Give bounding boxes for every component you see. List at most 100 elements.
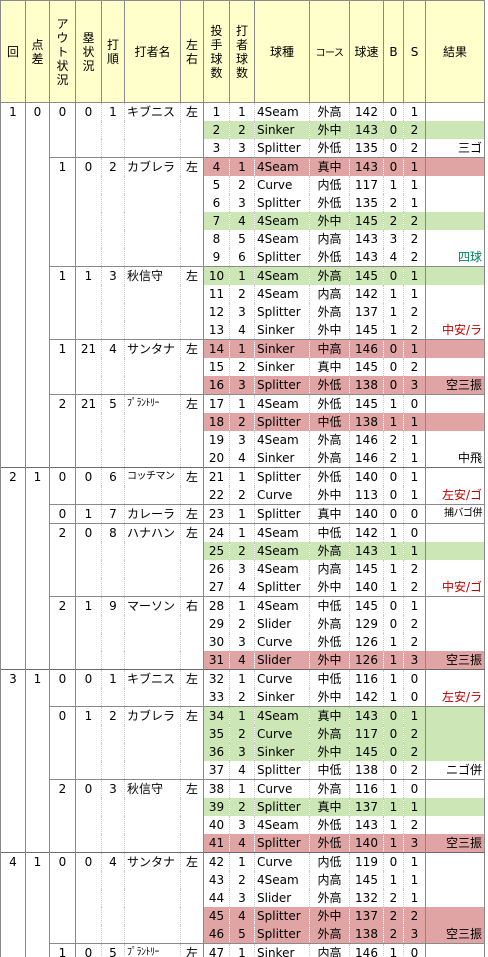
cell-batter-pitch-count: 3 bbox=[229, 194, 255, 212]
cell-runners bbox=[75, 212, 102, 230]
cell-pitch-count: 35 bbox=[203, 725, 230, 743]
cell-pitch-count: 4 bbox=[203, 157, 230, 176]
cell-outs bbox=[49, 651, 76, 670]
cell-runners: 0 bbox=[75, 523, 102, 542]
cell-batter-pitch-count: 1 bbox=[229, 852, 255, 871]
cell-pitch-count: 2 bbox=[203, 121, 230, 139]
cell-result bbox=[425, 431, 485, 449]
cell-balls: 1 bbox=[383, 394, 404, 413]
cell-batter-pitch-count: 4 bbox=[229, 578, 255, 597]
cell-score-diff bbox=[25, 706, 50, 725]
cell-balls: 0 bbox=[383, 725, 404, 743]
cell-result: ニゴ併 bbox=[425, 761, 485, 780]
header-score-diff: 点差 bbox=[25, 0, 50, 103]
cell-course: 外高 bbox=[309, 266, 350, 285]
cell-pitch-type: Splitter bbox=[254, 834, 310, 853]
cell-strikes: 0 bbox=[403, 688, 426, 707]
cell-strikes: 0 bbox=[403, 943, 426, 957]
cell-strikes: 0 bbox=[403, 669, 426, 688]
cell-balls: 0 bbox=[383, 102, 404, 121]
cell-result: 三ゴ bbox=[425, 139, 485, 158]
table-row: 15 2 Sinker 真中 145 0 2 bbox=[0, 358, 485, 376]
cell-strikes: 1 bbox=[403, 852, 426, 871]
cell-batter bbox=[124, 486, 181, 505]
cell-course: 外中 bbox=[309, 651, 350, 670]
cell-inning bbox=[0, 303, 26, 321]
cell-course: 外高 bbox=[309, 303, 350, 321]
cell-inning bbox=[0, 394, 26, 413]
cell-bats bbox=[180, 925, 204, 944]
cell-course: 外低 bbox=[309, 194, 350, 212]
table-row: 3 3 Splitter 外低 135 0 2 三ゴ bbox=[0, 139, 485, 158]
cell-result bbox=[425, 743, 485, 761]
cell-runners bbox=[75, 248, 102, 267]
cell-balls: 2 bbox=[383, 889, 404, 907]
cell-batter-pitch-count: 3 bbox=[229, 743, 255, 761]
cell-balls: 1 bbox=[383, 779, 404, 798]
cell-course: 外中 bbox=[309, 486, 350, 505]
cell-course: 外低 bbox=[309, 467, 350, 486]
cell-pitch-type: Splitter bbox=[254, 194, 310, 212]
cell-pitch-type: Curve bbox=[254, 779, 310, 798]
cell-batter bbox=[124, 248, 181, 267]
cell-outs: 1 bbox=[49, 943, 76, 957]
cell-pitch-type: 4Seam bbox=[254, 102, 310, 121]
cell-balls: 0 bbox=[383, 266, 404, 285]
cell-inning bbox=[0, 578, 26, 597]
cell-batter bbox=[124, 816, 181, 834]
cell-balls: 2 bbox=[383, 194, 404, 212]
cell-batter bbox=[124, 449, 181, 468]
cell-batter bbox=[124, 651, 181, 670]
table-row: 2 1 9 マーソン右 28 1 4Seam 中低 145 0 1 bbox=[0, 596, 485, 615]
cell-runners bbox=[75, 230, 102, 248]
table-row: 30 3 Curve 外低 126 1 2 bbox=[0, 633, 485, 651]
cell-result bbox=[425, 102, 485, 121]
cell-batter bbox=[124, 725, 181, 743]
cell-inning bbox=[0, 449, 26, 468]
cell-score-diff bbox=[25, 871, 50, 889]
cell-batter bbox=[124, 542, 181, 560]
cell-course: 外低 bbox=[309, 248, 350, 267]
cell-batter-pitch-count: 2 bbox=[229, 413, 255, 431]
cell-pitch-type: Curve bbox=[254, 176, 310, 194]
table-row: 1 1 3 秋信守左 10 1 4Seam 外高 145 0 1 bbox=[0, 266, 485, 285]
table-row: 2 0 3 秋信守左 38 1 Curve 外高 116 1 0 bbox=[0, 779, 485, 798]
cell-inning bbox=[0, 779, 26, 798]
table-row: 41 4 Splitter 外低 140 1 3 空三振 bbox=[0, 834, 485, 853]
cell-score-diff: 0 bbox=[25, 102, 50, 121]
cell-outs: 2 bbox=[49, 779, 76, 798]
cell-batter-pitch-count: 4 bbox=[229, 761, 255, 780]
cell-order bbox=[101, 230, 125, 248]
cell-strikes: 3 bbox=[403, 376, 426, 395]
cell-pitch-count: 9 bbox=[203, 248, 230, 267]
cell-batter-pitch-count: 3 bbox=[229, 139, 255, 158]
cell-strikes: 2 bbox=[403, 578, 426, 597]
cell-pitch-count: 45 bbox=[203, 907, 230, 925]
cell-inning bbox=[0, 688, 26, 707]
cell-pitch-count: 44 bbox=[203, 889, 230, 907]
cell-batter-pitch-count: 4 bbox=[229, 834, 255, 853]
cell-balls: 2 bbox=[383, 907, 404, 925]
cell-inning bbox=[0, 596, 26, 615]
cell-score-diff bbox=[25, 798, 50, 816]
cell-batter bbox=[124, 413, 181, 431]
cell-result bbox=[425, 943, 485, 957]
cell-pitch-count: 8 bbox=[203, 230, 230, 248]
cell-batter-pitch-count: 3 bbox=[229, 303, 255, 321]
cell-batter bbox=[124, 761, 181, 780]
cell-order bbox=[101, 194, 125, 212]
cell-runners: 0 bbox=[75, 467, 102, 486]
cell-inning bbox=[0, 706, 26, 725]
cell-speed: 119 bbox=[349, 852, 384, 871]
cell-inning bbox=[0, 194, 26, 212]
cell-order bbox=[101, 615, 125, 633]
table-row: 20 4 Sinker 外高 146 2 1 中飛 bbox=[0, 449, 485, 468]
cell-outs: 2 bbox=[49, 596, 76, 615]
cell-course: 外高 bbox=[309, 449, 350, 468]
cell-batter-pitch-count: 4 bbox=[229, 321, 255, 340]
cell-strikes: 1 bbox=[403, 266, 426, 285]
cell-pitch-type: 4Seam bbox=[254, 871, 310, 889]
cell-order bbox=[101, 413, 125, 431]
cell-bats: 左 bbox=[180, 467, 204, 486]
